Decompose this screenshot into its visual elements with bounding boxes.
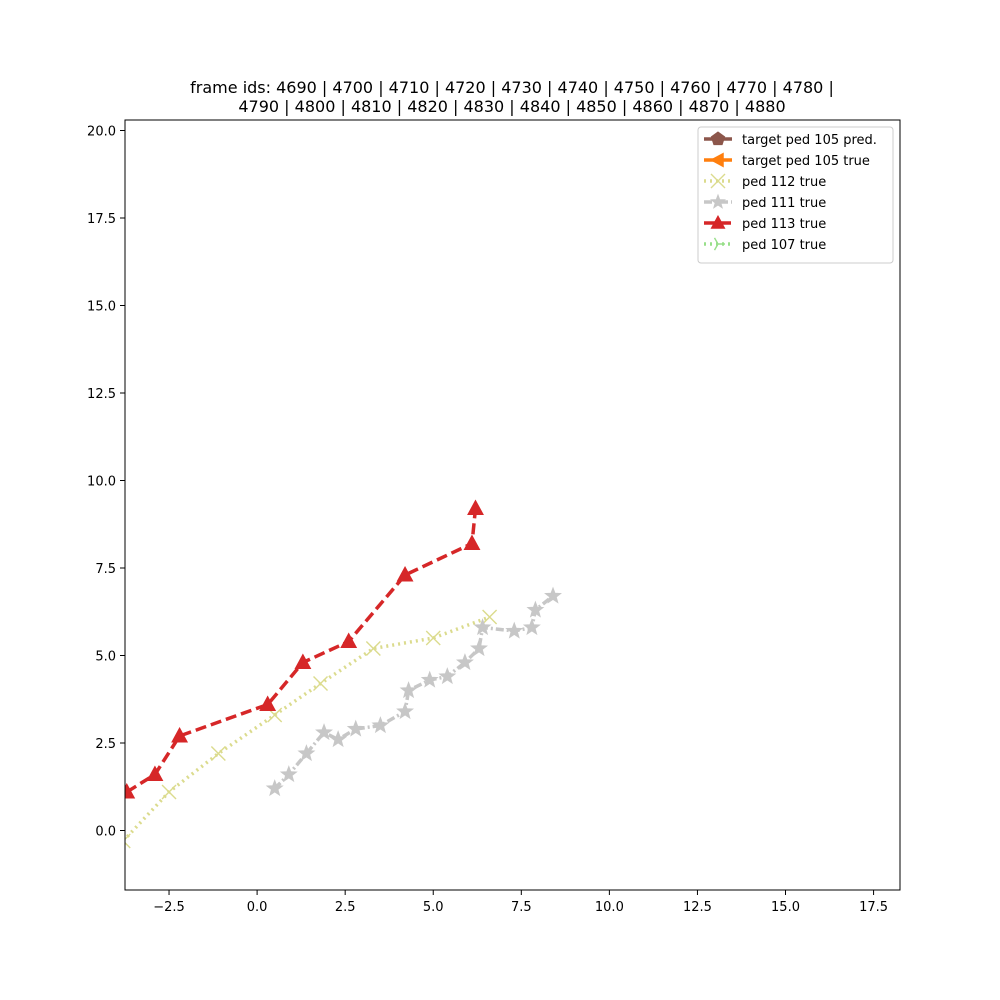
series-ped-112-true	[125, 609, 498, 849]
y-tick-label: 7.5	[95, 562, 116, 577]
data-point-ped-113-true-1	[146, 765, 164, 781]
data-point-ped-113-true-6	[396, 565, 414, 582]
data-point-ped-113-true-8	[467, 499, 484, 515]
data-point-ped-112-true-4	[313, 676, 329, 691]
data-point-ped-112-true-6	[425, 630, 441, 646]
data-point-ped-111-true-1	[279, 765, 298, 783]
data-point-ped-112-true-0	[125, 833, 131, 849]
x-tick-label: 2.5	[335, 900, 356, 915]
data-point-ped-111-true-9	[420, 670, 439, 688]
data-point-ped-113-true-3	[259, 695, 277, 711]
data-point-ped-111-true-10	[438, 667, 457, 685]
data-point-ped-111-true-0	[265, 779, 284, 797]
legend-item: ped 113 true	[704, 214, 826, 232]
series-line-ped-111-true	[273, 594, 555, 790]
legend: target ped 105 pred. target ped 105 true p…	[697, 126, 894, 264]
legend-marker	[709, 193, 727, 209]
data-point-ped-112-true-1	[161, 784, 177, 800]
legend-label: target ped 105 pred.	[742, 133, 877, 148]
series-ped-113-true	[125, 499, 484, 799]
data-point-ped-111-true-14	[505, 621, 524, 639]
chart-title-line-1: frame ids: 4690 | 4700 | 4710 | 4720 | 4…	[190, 78, 834, 97]
plot-frame	[124, 119, 901, 891]
data-point-ped-112-true-5	[365, 641, 381, 656]
data-point-ped-111-true-6	[371, 716, 390, 734]
legend-marker	[710, 131, 726, 146]
data-point-ped-112-true-2	[210, 746, 226, 761]
x-tick-label: 5.0	[423, 900, 444, 915]
y-tick-label: 2.5	[95, 737, 116, 752]
legend-box	[697, 126, 894, 264]
x-tick-label: −2.5	[153, 900, 185, 915]
x-tick-label: 7.5	[511, 900, 532, 915]
x-axis: −2.5 0.0 2.5 5.0 7.5 10.0 12.5 15.0 17.5	[153, 890, 888, 915]
legend-label: ped 113 true	[742, 217, 826, 232]
y-tick-label: 20.0	[87, 125, 116, 140]
data-point-ped-111-true-2	[297, 744, 316, 762]
legend-item: target ped 105 pred.	[704, 131, 877, 148]
x-tick-label: 15.0	[771, 900, 800, 915]
data-point-ped-113-true-4	[294, 653, 312, 669]
data-point-ped-111-true-8	[399, 681, 418, 699]
data-point-ped-113-true-5	[340, 632, 358, 648]
data-point-ped-113-true-7	[463, 534, 481, 550]
data-point-ped-111-true-13	[473, 618, 492, 636]
legend-item: target ped 105 true	[704, 152, 870, 169]
data-point-ped-111-true-7	[396, 702, 415, 720]
data-point-ped-111-true-16	[526, 600, 545, 618]
data-point-ped-113-true-0	[125, 782, 136, 799]
legend-marker	[713, 237, 725, 251]
legend-marker	[710, 214, 726, 229]
data-point-ped-111-true-3	[315, 723, 334, 741]
x-tick-label: 17.5	[859, 900, 888, 915]
series-line-ped-112-true	[125, 615, 491, 842]
legend-label: ped 107 true	[742, 238, 826, 253]
chart-title-line-2: 4790 | 4800 | 4810 | 4820 | 4830 | 4840 …	[238, 97, 785, 116]
x-tick-label: 10.0	[595, 900, 624, 915]
y-tick-label: 10.0	[87, 475, 116, 490]
series-layer	[125, 499, 562, 849]
legend-item: ped 112 true	[704, 173, 826, 190]
y-axis: 0.0 2.5 5.0 7.5 10.0 12.5 15.0 17.5 20.0	[87, 125, 125, 840]
x-tick-label: 0.0	[247, 900, 268, 915]
y-tick-label: 15.0	[87, 300, 116, 315]
legend-item: ped 107 true	[704, 237, 826, 253]
legend-label: target ped 105 true	[742, 154, 870, 169]
legend-label: ped 112 true	[742, 175, 826, 190]
y-tick-label: 0.0	[95, 825, 116, 840]
data-point-ped-111-true-4	[329, 730, 348, 748]
series-line-ped-113-true	[125, 508, 478, 794]
data-point-ped-111-true-15	[522, 618, 541, 636]
y-tick-label: 17.5	[87, 212, 116, 227]
legend-marker	[709, 152, 724, 168]
y-tick-label: 5.0	[95, 650, 116, 665]
y-tick-label: 12.5	[87, 387, 116, 402]
x-tick-label: 12.5	[683, 900, 712, 915]
legend-label: ped 111 true	[742, 196, 826, 211]
legend-item: ped 111 true	[704, 193, 826, 211]
data-point-ped-111-true-12	[470, 639, 489, 657]
data-point-ped-112-true-7	[482, 609, 498, 625]
data-point-ped-113-true-2	[171, 726, 189, 743]
data-point-ped-111-true-17	[544, 586, 562, 604]
data-point-ped-111-true-5	[346, 719, 365, 737]
series-ped-111-true	[265, 586, 562, 797]
legend-marker	[710, 173, 726, 189]
data-point-ped-111-true-11	[455, 653, 474, 671]
